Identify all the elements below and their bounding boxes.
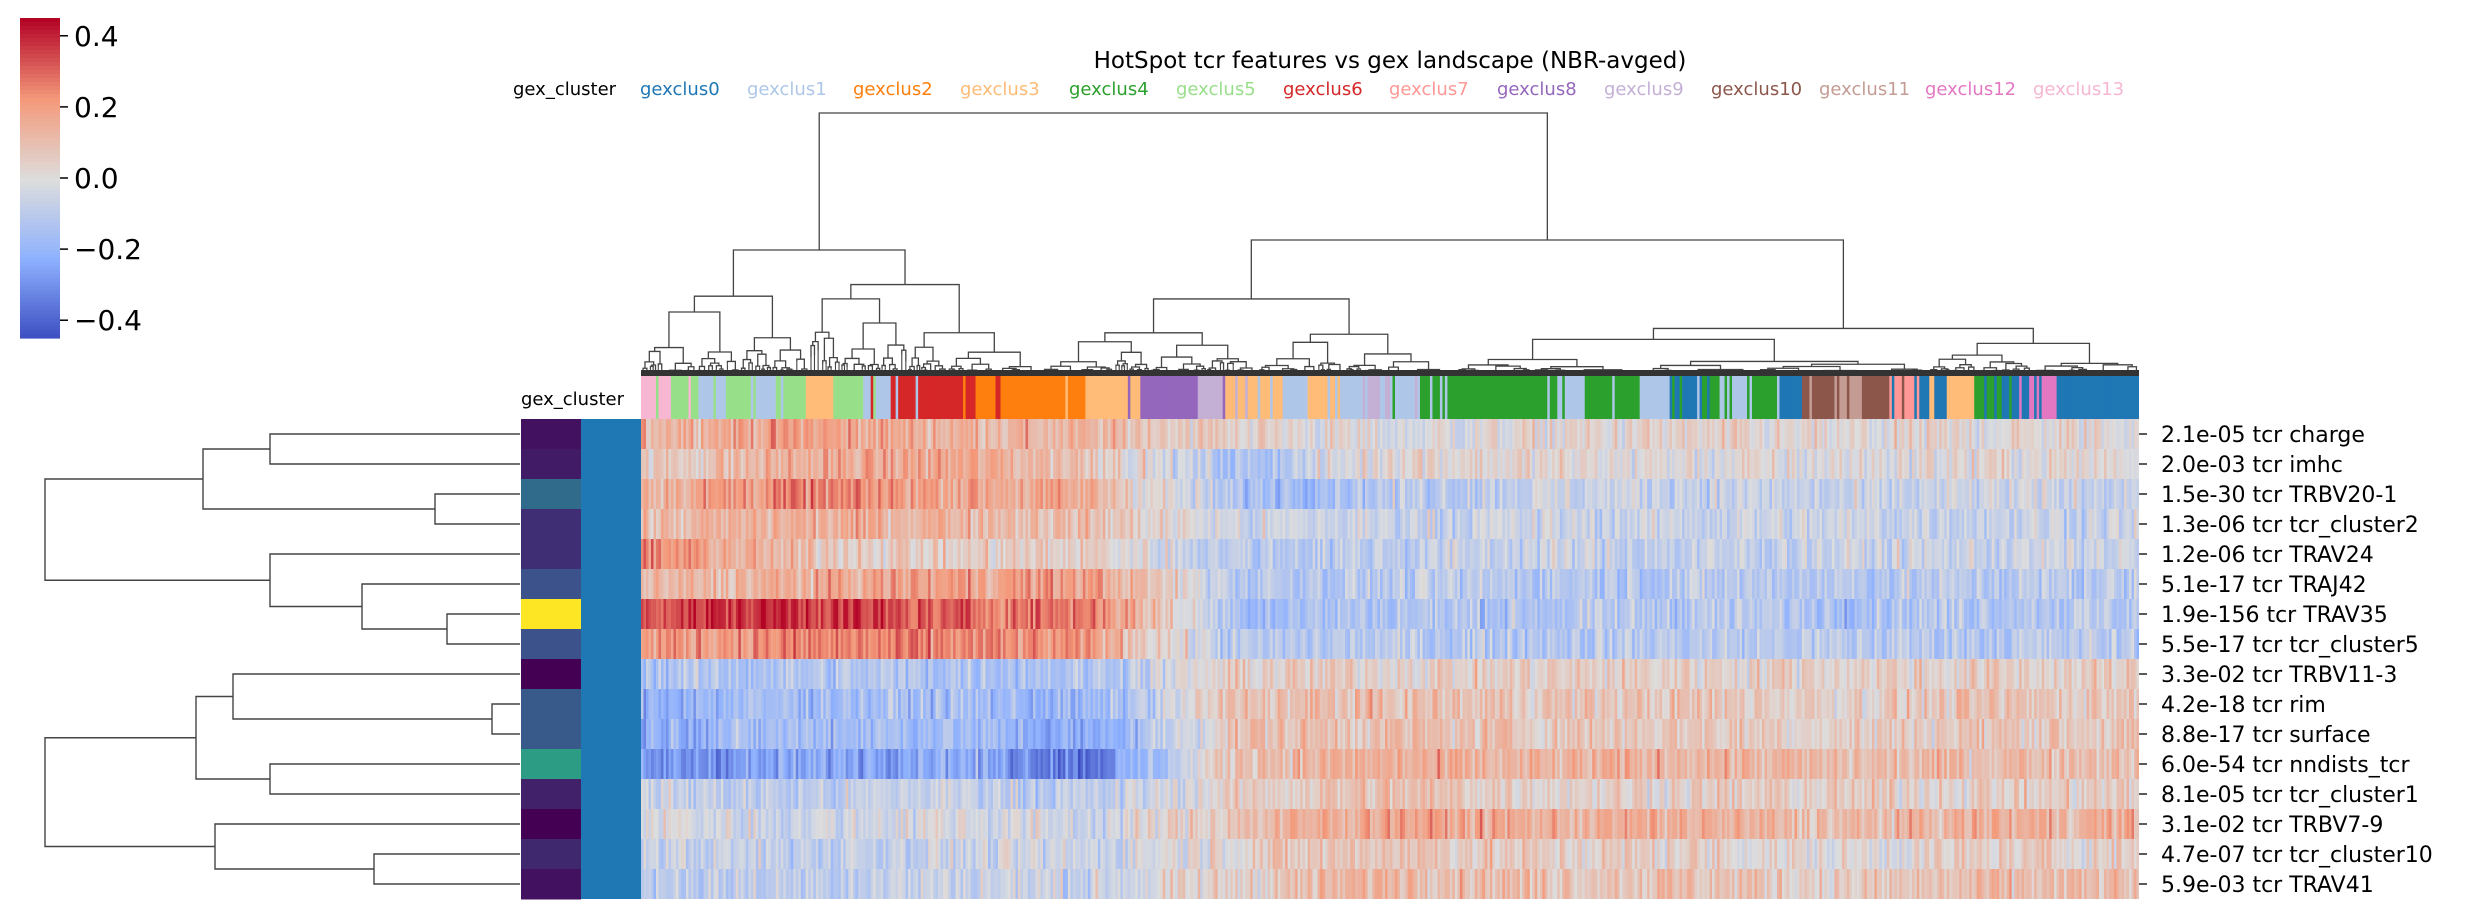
row-label: 2.0e-03 tcr imhc xyxy=(2161,453,2343,478)
row-annotation-cell xyxy=(521,839,581,870)
row-label: 6.0e-54 tcr nndists_tcr xyxy=(2161,753,2410,778)
row-label: 8.1e-05 tcr tcr_cluster1 xyxy=(2161,783,2419,808)
row-label: 8.8e-17 tcr surface xyxy=(2161,723,2371,748)
row-annotation-cell xyxy=(521,659,581,690)
legend-entry: gexclus0 xyxy=(640,79,720,100)
row-label: 5.9e-03 tcr TRAV41 xyxy=(2161,873,2374,898)
row-label: 5.5e-17 tcr tcr_cluster5 xyxy=(2161,633,2419,658)
legend-entry: gexclus4 xyxy=(1069,79,1149,100)
heatmap-cells xyxy=(641,419,2139,899)
legend-entry: gexclus11 xyxy=(1819,79,1910,100)
row-annotation-cell xyxy=(521,479,581,510)
row-annotation-cell xyxy=(521,869,581,900)
col-cluster-legend: gex_cluster gexclus0 gexclus1 gexclus2 gexcl… xyxy=(513,79,2124,100)
colorbar: 0.4 0.2 0.0 −0.2 −0.4 xyxy=(20,18,142,339)
row-annotation-cell xyxy=(521,749,581,780)
row-annotation-cell xyxy=(521,449,581,480)
chart-title: HotSpot tcr features vs gex landscape (N… xyxy=(1094,48,1687,74)
row-label: 1.2e-06 tcr TRAV24 xyxy=(2161,543,2374,568)
row-annotation-cell xyxy=(521,629,581,660)
row-label: 4.2e-18 tcr rim xyxy=(2161,693,2326,718)
row-label: 5.1e-17 tcr TRAJ42 xyxy=(2161,573,2367,598)
legend-entry: gexclus1 xyxy=(747,79,827,100)
col-annotation-strip xyxy=(641,376,2139,419)
row-label: 1.5e-30 tcr TRBV20-1 xyxy=(2161,483,2397,508)
row-cluster-color-strip xyxy=(581,419,641,899)
legend-entry: gexclus6 xyxy=(1283,79,1363,100)
row-labels: 2.1e-05 tcr charge 2.0e-03 tcr imhc 1.5e-3… xyxy=(2139,423,2433,898)
row-label: 3.3e-02 tcr TRBV11-3 xyxy=(2161,663,2397,688)
legend-entry: gexclus12 xyxy=(1925,79,2016,100)
colorbar-tick-label: −0.4 xyxy=(74,304,142,337)
row-annotation-cell xyxy=(521,779,581,810)
legend-title: gex_cluster xyxy=(513,79,617,100)
row-label: 2.1e-05 tcr charge xyxy=(2161,423,2365,448)
row-dendrogram xyxy=(44,433,520,885)
colorbar-tick-label: 0.0 xyxy=(74,162,119,195)
column-dendrogram xyxy=(641,112,2139,376)
legend-entry: gexclus10 xyxy=(1711,79,1802,100)
colorbar-tick-label: −0.2 xyxy=(74,233,142,266)
row-annotation-cell xyxy=(521,569,581,600)
legend-entry: gexclus7 xyxy=(1389,79,1469,100)
legend-entry: gexclus9 xyxy=(1604,79,1684,100)
row-annotation-cell xyxy=(521,539,581,570)
row-annotation-cell xyxy=(521,419,581,450)
row-annotation-cell xyxy=(521,599,581,630)
row-annotation-cell xyxy=(521,719,581,750)
row-label: 4.7e-07 tcr tcr_cluster10 xyxy=(2161,843,2433,868)
legend-entry: gexclus5 xyxy=(1176,79,1256,100)
row-label: 3.1e-02 tcr TRBV7-9 xyxy=(2161,813,2383,838)
legend-entry: gexclus3 xyxy=(960,79,1040,100)
colorbar-tick-label: 0.4 xyxy=(74,20,119,53)
row-annotation-strip xyxy=(521,419,641,900)
legend-entry: gexclus2 xyxy=(853,79,933,100)
row-annotation-cell xyxy=(521,509,581,540)
row-label: 1.3e-06 tcr tcr_cluster2 xyxy=(2161,513,2419,538)
legend-entry: gexclus8 xyxy=(1497,79,1577,100)
row-label: 1.9e-156 tcr TRAV35 xyxy=(2161,603,2388,628)
legend-entry: gexclus13 xyxy=(2033,79,2124,100)
col-annotation-label: gex_cluster xyxy=(521,389,625,410)
row-annotation-cell xyxy=(521,809,581,840)
colorbar-tick-label: 0.2 xyxy=(74,91,119,124)
row-annotation-cell xyxy=(521,689,581,720)
